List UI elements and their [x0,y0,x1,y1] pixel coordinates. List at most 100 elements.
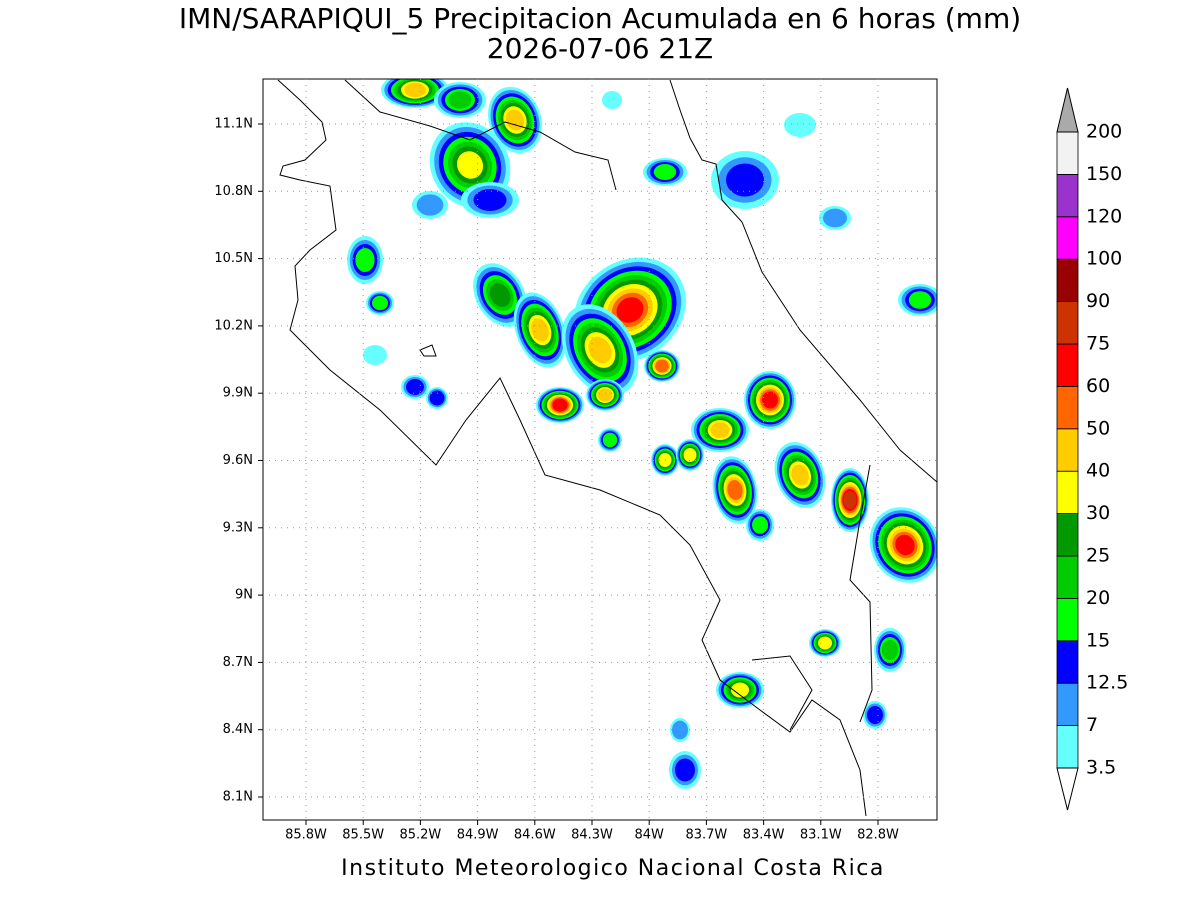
colorbar-segment [1056,513,1079,557]
precip-cell [505,109,525,131]
precip-cell [867,706,883,724]
colorbar-segment [1056,301,1079,345]
colorbar-segment [1056,470,1079,515]
colorbar-label: 20 [1086,587,1110,609]
precip-cell [602,432,618,448]
y-tick-label: 8.1N [223,790,253,805]
y-tick-label: 10.8N [214,184,253,199]
precip-cell [655,359,669,373]
colorbar-label: 100 [1086,248,1122,270]
colorbar-under [1056,767,1079,811]
colorbar-segment [1056,555,1079,599]
x-tick-label: 84W [634,828,664,843]
x-tick-label: 84.9W [457,828,499,843]
precip-cell [597,388,613,402]
precip-cell [818,636,832,650]
y-tick-label: 9.9N [223,386,253,401]
precip-cell [372,295,388,311]
title: IMN/SARAPIQUI_5 Precipitacion Acumulada … [179,2,1021,35]
colorbar-label: 200 [1086,121,1122,143]
colorbar-label: 75 [1086,333,1110,355]
precip-cell [588,336,612,364]
y-tick-label: 11.1N [214,117,253,132]
y-tick-label: 10.5N [214,251,253,266]
precip-cell [404,82,426,98]
y-tick-label: 8.7N [223,655,253,670]
precip-cell [473,189,507,211]
colorbar-label: 40 [1086,460,1110,482]
precip-cell [456,151,484,179]
colorbar-label: 30 [1086,502,1110,524]
precip-cell [710,422,730,438]
y-tick-label: 10.2N [214,318,253,333]
precip-cell [683,448,697,462]
x-tick-label: 85.5W [342,828,384,843]
colorbar-label: 60 [1086,375,1110,397]
colorbar-label: 12.5 [1086,672,1128,694]
subtitle: 2026-07-06 21Z [487,32,713,65]
x-tick-label: 83.1W [800,828,842,843]
colorbar-segment [1056,682,1079,727]
precip-cell [731,682,749,698]
precip-cell [791,464,809,486]
colorbar-segment [1056,640,1079,684]
colorbar-segment [1056,428,1079,472]
y-tick-label: 8.4N [223,722,253,737]
precip-cell [762,391,778,409]
gulf-nicoya-island [419,344,437,357]
x-tick-label: 83.4W [743,828,785,843]
precip-cell [363,345,387,365]
x-tick-label: 83.7W [685,828,727,843]
precip-cell [653,164,677,180]
colorbar-label: 3.5 [1086,757,1116,779]
colorbar-label: 90 [1086,290,1110,312]
precip-cell [429,390,445,406]
precip-cell [823,208,847,228]
colorbar-segment [1056,385,1079,430]
precip-cell [355,248,375,272]
precip-cell [727,480,743,500]
colorbar-segment [1056,598,1079,642]
colorbar-label: 150 [1086,163,1122,185]
precip-cell [882,640,898,660]
precip-cell [908,291,932,309]
pacific-coast [277,79,867,817]
precip-cell [672,720,688,740]
x-tick-label: 85.8W [285,828,327,843]
colorbar-label: 25 [1086,545,1110,567]
x-tick-label: 85.2W [399,828,441,843]
colorbar-over [1056,87,1079,133]
colorbar-segment [1056,173,1079,218]
colorbar-segment [1056,131,1079,175]
colorbar-label: 120 [1086,205,1122,227]
colorbar-segment [1056,343,1079,387]
osa-peninsula [751,655,813,731]
precip-cell [895,534,915,556]
precip-cell [726,163,764,197]
precip-cell [448,91,472,109]
colorbar-segment [1056,725,1079,769]
precip-cell [416,194,444,216]
precipitation-field [347,79,937,789]
precip-cell [616,297,644,323]
precip-cell [752,516,768,534]
plot-frame [262,78,938,821]
precip-cell [784,113,816,137]
precip-cell [675,758,695,782]
precip-cell [843,491,857,509]
y-tick-label: 9N [235,588,253,603]
y-tick-label: 9.6N [223,453,253,468]
x-tick-label: 84.6W [514,828,556,843]
x-tick-label: 84.3W [571,828,613,843]
caribbean-coast [669,79,937,483]
x-tick-label: 82.8W [857,828,899,843]
colorbar-segment [1056,258,1079,303]
nicaragua-border [344,79,617,191]
colorbar-label: 15 [1086,629,1110,651]
y-tick-label: 9.3N [223,520,253,535]
colorbar-label: 7 [1086,714,1098,736]
precip-cell [489,283,511,307]
colorbar-segment [1056,216,1079,260]
precip-cell [552,398,568,412]
